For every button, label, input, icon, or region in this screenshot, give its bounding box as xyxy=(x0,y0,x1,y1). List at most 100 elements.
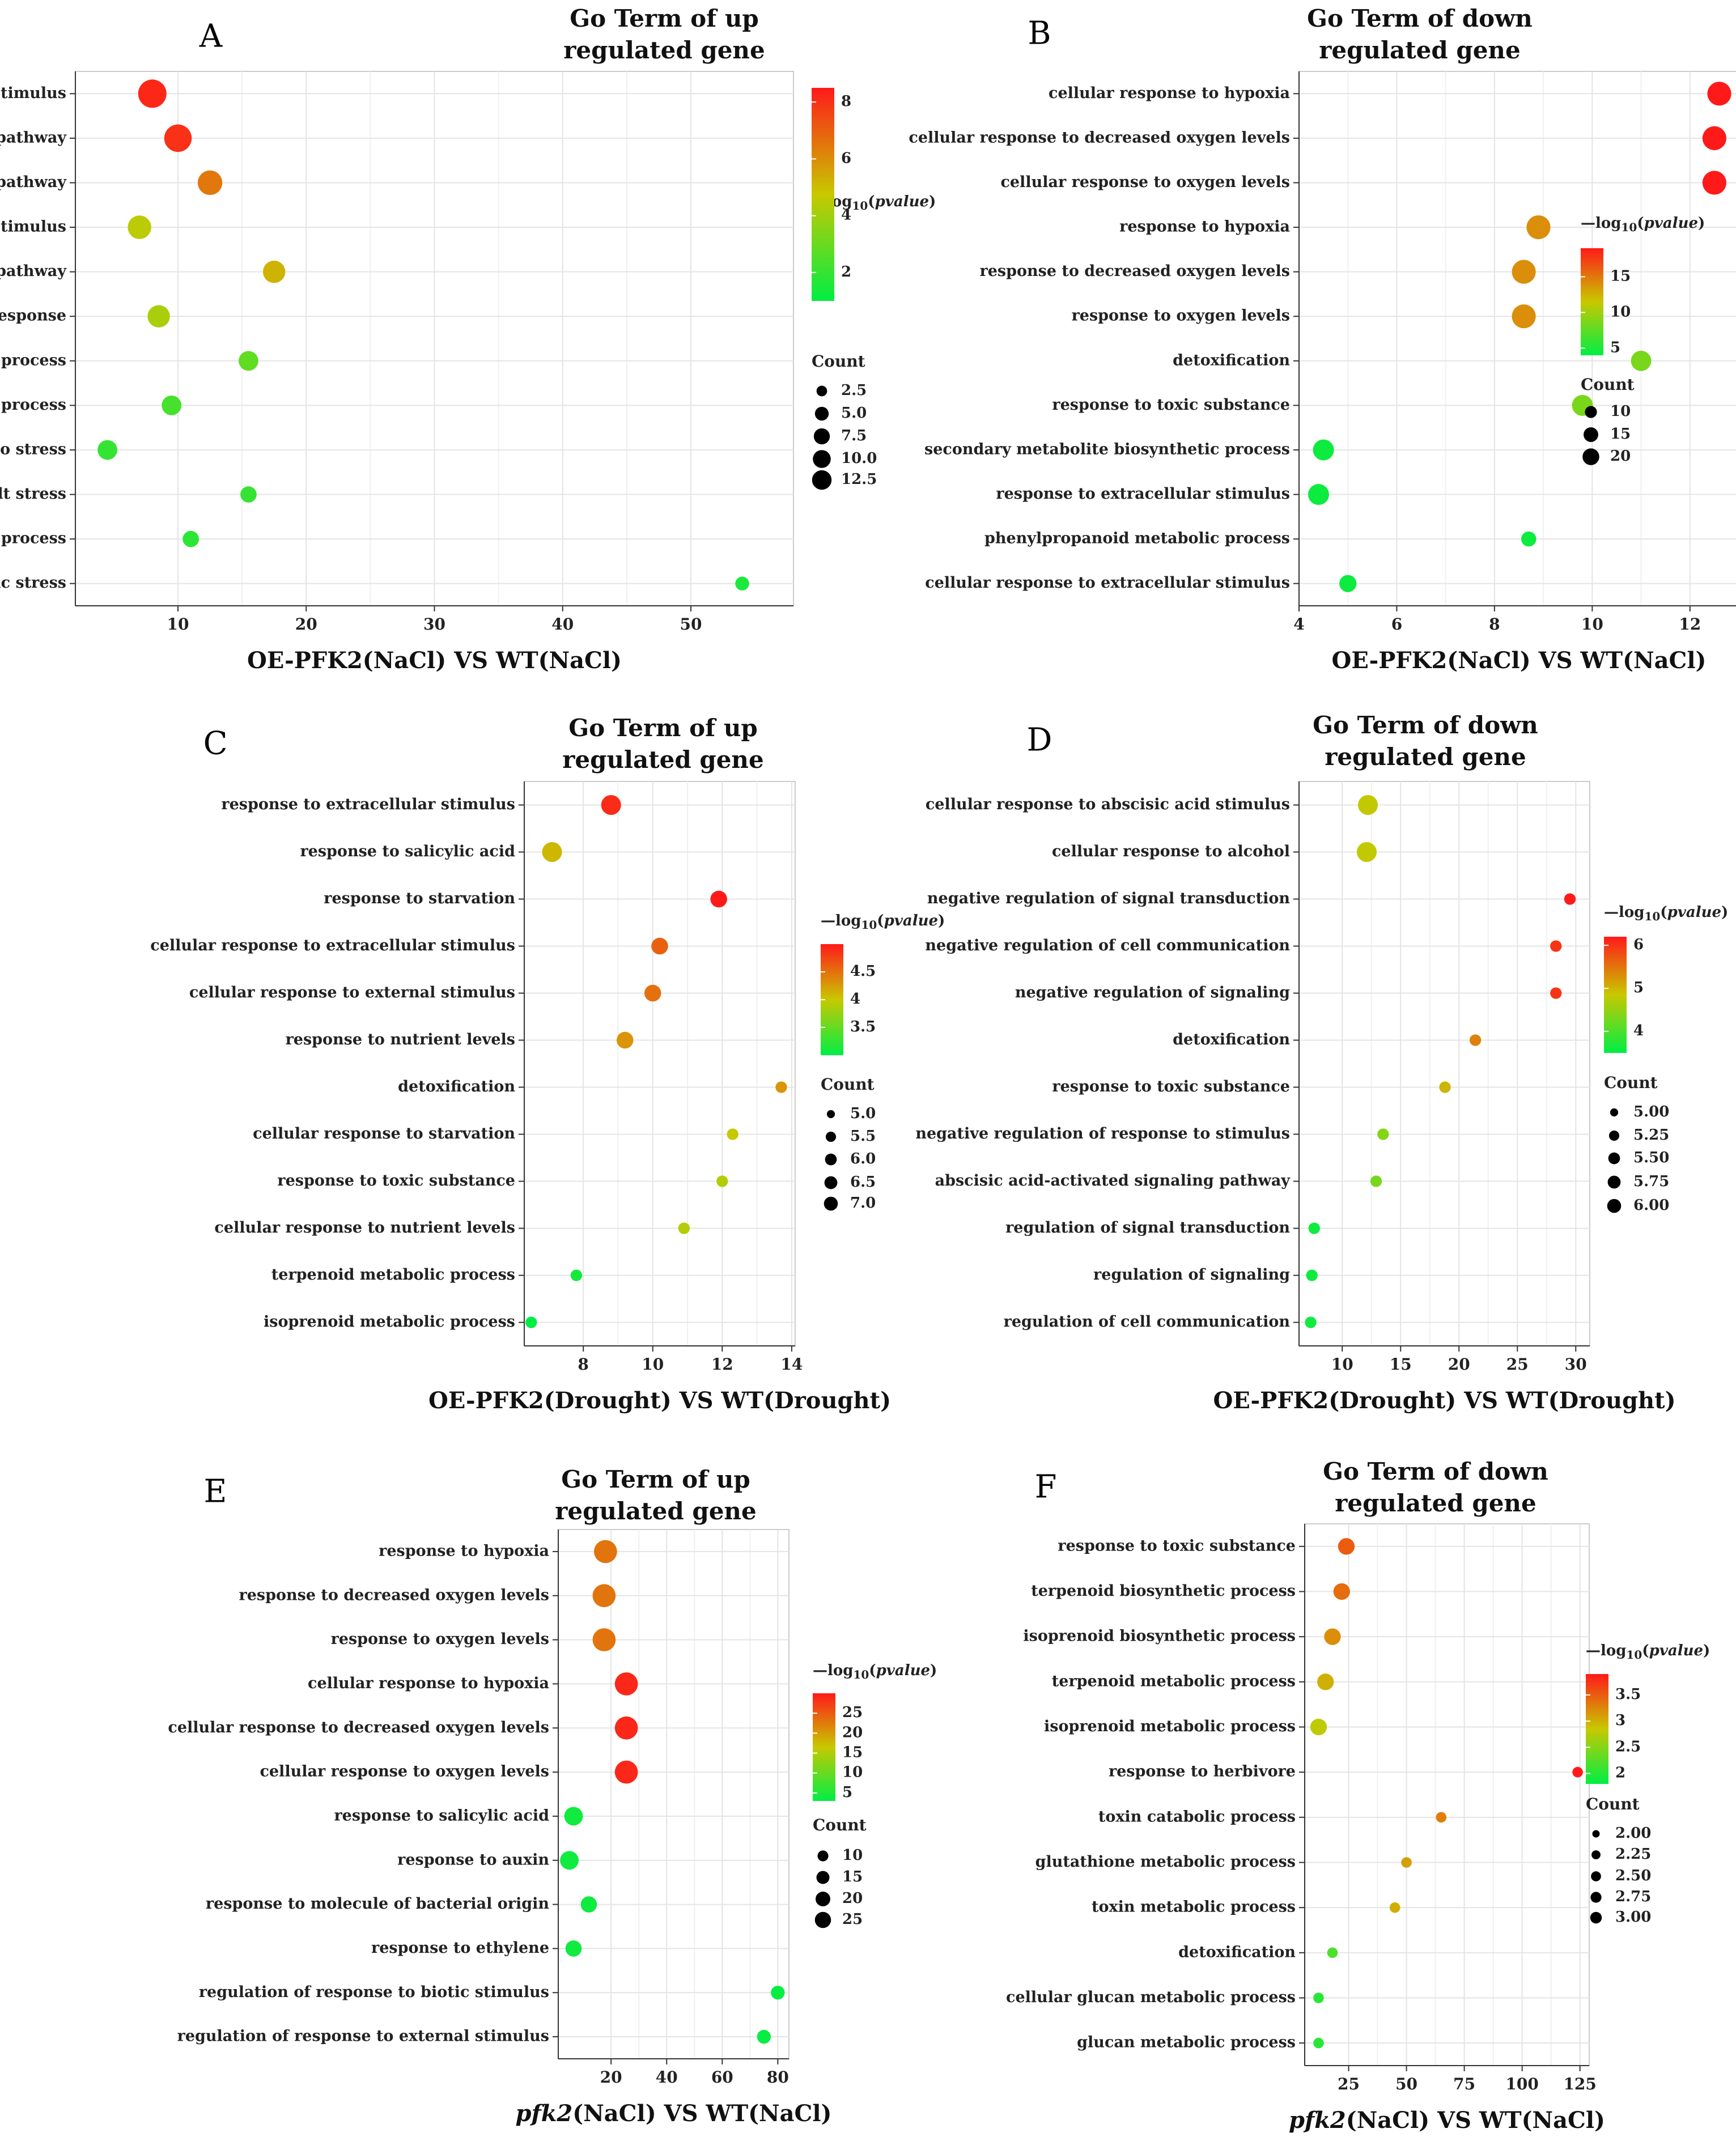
term-label: regulation of response to external stimu… xyxy=(177,2028,549,2045)
size-legend-title: Count xyxy=(813,1816,867,1834)
size-legend-label: 10.0 xyxy=(841,450,877,467)
size-legend-dot xyxy=(825,1131,837,1142)
x-tick-label: 10 xyxy=(1581,615,1603,634)
term-bubble xyxy=(1702,126,1726,150)
panel-f: F Go Term of down regulated gene 25 50 75 100 1… xyxy=(1006,1458,1710,2134)
size-legend-label: 2.25 xyxy=(1615,1846,1651,1863)
term-label: negative regulation of abscisic acid-act… xyxy=(0,262,67,280)
x-axis-title: OE-PFK2(NaCl) VS WT(NaCl) xyxy=(247,647,622,674)
legend-title-italic: pvalue xyxy=(1649,1642,1703,1659)
term-label: response to ethylene xyxy=(371,1939,549,1957)
size-legend-dot xyxy=(1592,1830,1600,1838)
term-label: cellular glucan metabolic process xyxy=(1006,1989,1296,2006)
x-tick-label: 20 xyxy=(600,2068,622,2087)
chart-title-line: regulated gene xyxy=(562,746,763,774)
panel-a: A Go Term of up regulated gene 10 20 30 40 50 ce… xyxy=(0,5,936,674)
size-legend-dot xyxy=(1607,1199,1622,1213)
color-bar-tick-label: 3.5 xyxy=(1615,1686,1641,1703)
color-bar-tick-label: 4 xyxy=(1633,1022,1644,1039)
term-bubble xyxy=(1308,1222,1320,1234)
term-bubble xyxy=(147,305,170,328)
term-label: response to extracellular stimulus xyxy=(221,796,515,813)
term-bubble xyxy=(651,937,668,955)
legend-title-paren: ( xyxy=(1637,215,1644,232)
size-legend-title: Count xyxy=(821,1075,875,1094)
size-legend-title: Count xyxy=(1586,1795,1640,1813)
term-label: response to hypoxia xyxy=(379,1542,549,1560)
color-bar xyxy=(813,1693,835,1801)
x-tick-label: 75 xyxy=(1453,2075,1475,2093)
term-bubble xyxy=(1356,842,1377,863)
plot-area xyxy=(1298,781,1590,1346)
term-bubble xyxy=(1550,940,1562,952)
term-bubble xyxy=(710,890,727,908)
chart-title-line: regulated gene xyxy=(555,1497,756,1525)
term-bubble xyxy=(1310,1718,1327,1736)
term-bubble xyxy=(614,1760,638,1784)
term-label: regulation of cell communication xyxy=(1004,1313,1291,1331)
size-legend-dot xyxy=(824,1196,838,1211)
term-label: detoxification xyxy=(398,1078,515,1095)
term-label: cellular response to hypoxia xyxy=(308,1675,549,1692)
x-axis-title-text: OE-PFK2(Drought) VS WT(Drought) xyxy=(1213,1387,1675,1414)
term-bubble xyxy=(138,79,167,108)
term-label: toxin metabolic process xyxy=(1092,1898,1296,1916)
plot-area xyxy=(1298,71,1736,606)
term-label: abscisic acid metabolic process xyxy=(0,396,66,414)
term-label: detoxification xyxy=(1178,1943,1296,1961)
term-label: response to extracellular stimulus xyxy=(996,485,1290,503)
chart-title-line: Go Term of up xyxy=(570,5,758,32)
legend-title-prefix: —log xyxy=(1581,215,1621,232)
legend-title-italic: pvalue xyxy=(1644,215,1698,232)
chart-title-line: Go Term of up xyxy=(568,714,757,742)
term-bubble xyxy=(1338,1538,1355,1555)
x-axis-title-text: OE-PFK2(NaCl) VS WT(NaCl) xyxy=(247,647,622,674)
panel-b: B Go Term of down regulated gene 4 6 8 10 12 cel… xyxy=(909,5,1736,674)
color-bar-tick-label: 20 xyxy=(842,1724,863,1741)
size-legend-dot xyxy=(1610,1108,1619,1117)
term-label: response to decreased oxygen levels xyxy=(239,1586,549,1604)
size-legend-dot xyxy=(1584,427,1598,442)
plot-area xyxy=(524,781,796,1346)
panel-label: D xyxy=(1027,722,1052,759)
size-legend-label: 20 xyxy=(1610,448,1631,465)
term-bubble xyxy=(1631,350,1652,371)
legend-title-italic: pvalue xyxy=(876,1662,930,1679)
x-tick-label: 20 xyxy=(295,615,317,634)
term-label: response to auxin xyxy=(397,1851,549,1868)
size-legend-dot xyxy=(1608,1152,1620,1165)
size-legend-dot xyxy=(1582,448,1599,465)
x-tick-label: 6 xyxy=(1391,615,1402,634)
size-legend-label: 5.50 xyxy=(1633,1149,1669,1166)
term-label: abscisic acid-activated signaling pathwa… xyxy=(935,1172,1291,1189)
term-label: cellular response to alcohol xyxy=(1052,843,1290,860)
size-legend-label: 5.00 xyxy=(1633,1103,1669,1120)
size-legend-label: 6.5 xyxy=(850,1174,876,1191)
x-axis-title-text: OE-PFK2(NaCl) VS WT(NaCl) xyxy=(1332,647,1707,674)
color-bar-tick-label: 5 xyxy=(1610,339,1620,356)
chart-title-line: Go Term of up xyxy=(561,1465,750,1493)
size-legend-dot xyxy=(825,1153,837,1166)
term-label: negative regulation of signal transducti… xyxy=(927,890,1290,907)
size-legend-dot xyxy=(1608,1130,1620,1141)
term-bubble xyxy=(678,1222,690,1234)
term-bubble xyxy=(592,1628,616,1651)
term-bubble xyxy=(1521,531,1536,547)
term-bubble xyxy=(1564,893,1576,905)
color-bar-tick-label: 6 xyxy=(1633,936,1644,953)
size-legend-label: 7.5 xyxy=(841,427,867,444)
term-label: abscisic acid biosynthetic process xyxy=(0,351,66,369)
panel-label: A xyxy=(199,18,223,55)
chart-title-line: regulated gene xyxy=(1325,743,1526,771)
term-label: cellular response to extracellular stimu… xyxy=(150,937,515,954)
size-legend-dot xyxy=(826,1110,835,1119)
size-legend-dot xyxy=(1591,1871,1601,1881)
term-label: isoprenoid biosynthetic process xyxy=(1023,1628,1296,1645)
term-bubble xyxy=(1439,1081,1451,1093)
term-label: cellular response to hypoxia xyxy=(1049,84,1290,102)
color-bar-tick-label: 8 xyxy=(841,93,851,110)
color-bar-tick-label: 6 xyxy=(841,150,851,167)
x-axis-title: pfk2(NaCl) VS WT(NaCl) xyxy=(1289,2107,1605,2134)
term-label: cellular response to decreased oxygen le… xyxy=(168,1719,549,1736)
legend-title-paren: ) xyxy=(1698,215,1705,232)
